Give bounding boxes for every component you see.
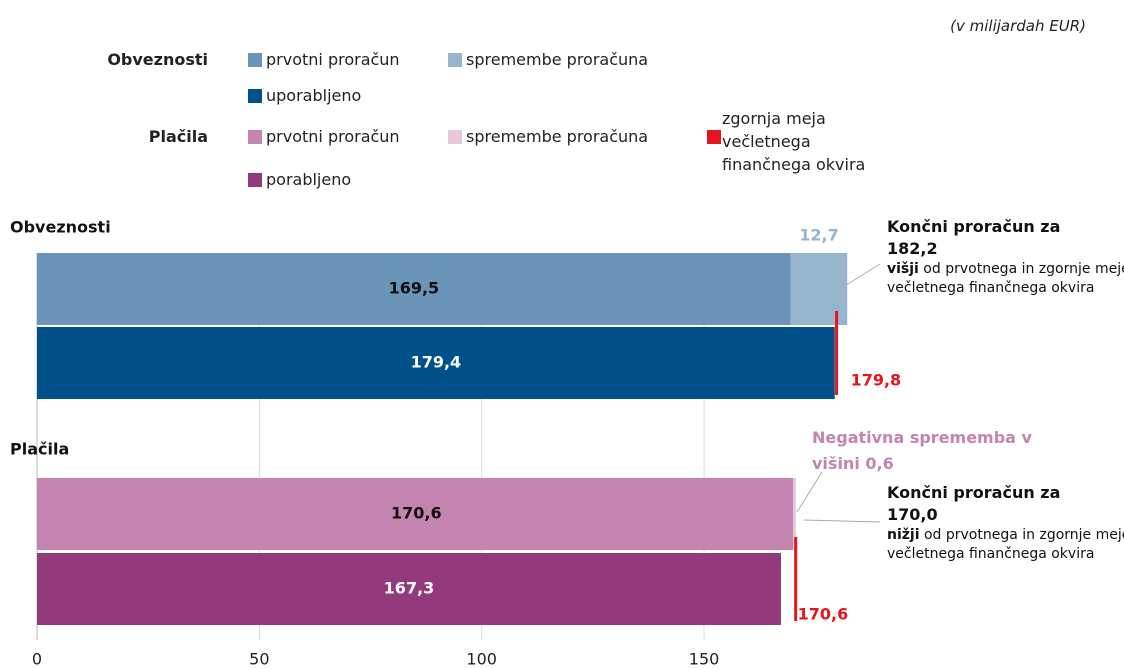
connector	[796, 471, 823, 513]
connector	[842, 263, 881, 288]
legend-label: prvotni proračun	[266, 127, 400, 146]
legend-swatch	[448, 53, 462, 67]
value-label: 170,6	[391, 504, 442, 523]
annotation-title: Končni proračun za 182,2	[887, 217, 1061, 258]
group-title: Plačila	[10, 440, 69, 459]
annotation: Končni proračun za 182,2 višji od prvotne…	[887, 216, 1124, 298]
annotation: Končni proračun za 170,0 nižji od prvotne…	[887, 482, 1124, 564]
bar	[37, 478, 796, 550]
annotation-text: višji od prvotnega in zgornje meje večle…	[887, 260, 1124, 298]
bar	[790, 253, 848, 325]
legend-swatch	[248, 130, 262, 144]
legend-swatch	[707, 130, 721, 144]
x-tick-label: 100	[466, 650, 497, 668]
legend-swatch	[248, 53, 262, 67]
group-title: Obveznosti	[10, 218, 111, 237]
ceiling-label: 170,6	[798, 605, 849, 624]
legend-group-label: Obveznosti	[107, 50, 208, 69]
bar	[37, 253, 791, 325]
annotation-body: od prvotnega in zgornje meje večletnega …	[887, 261, 1124, 296]
annotation-text: nižji od prvotnega in zgornje meje večle…	[887, 526, 1124, 564]
bar	[792, 478, 796, 550]
legend-label: spremembe proračuna	[466, 127, 649, 146]
x-tick-label: 0	[32, 650, 42, 668]
annotation-emphasis: višji	[887, 261, 919, 277]
change-note: Negativna sprememba v višini 0,6	[812, 428, 1032, 473]
legend-label: uporabljeno	[266, 86, 362, 105]
legend-group-label: Plačila	[148, 127, 208, 146]
bar	[37, 553, 781, 625]
legend-swatch	[448, 130, 462, 144]
legend-swatch	[248, 173, 262, 187]
annotation-emphasis: nižji	[887, 527, 920, 543]
ceiling-label: 179,8	[851, 371, 902, 390]
bar	[37, 327, 835, 399]
value-label: 179,4	[411, 353, 462, 372]
legend-label: prvotni proračun	[266, 50, 400, 69]
legend-label: spremembe proračuna	[466, 50, 649, 69]
value-label: 169,5	[389, 279, 440, 298]
connector	[803, 519, 881, 523]
x-tick-label: 50	[249, 650, 269, 668]
x-tick-label: 150	[689, 650, 720, 668]
unit-note: (v milijardah EUR)	[950, 17, 1086, 35]
value-label: 12,7	[799, 226, 838, 245]
legend-label: porabljeno	[266, 170, 352, 189]
annotation-title: Končni proračun za 170,0	[887, 483, 1061, 524]
legend-swatch	[248, 89, 262, 103]
legend-label: zgornja meja večletnega finančnega okvir…	[722, 109, 866, 174]
annotation-body: od prvotnega in zgornje meje večletnega …	[887, 527, 1124, 562]
value-label: 167,3	[384, 579, 435, 598]
